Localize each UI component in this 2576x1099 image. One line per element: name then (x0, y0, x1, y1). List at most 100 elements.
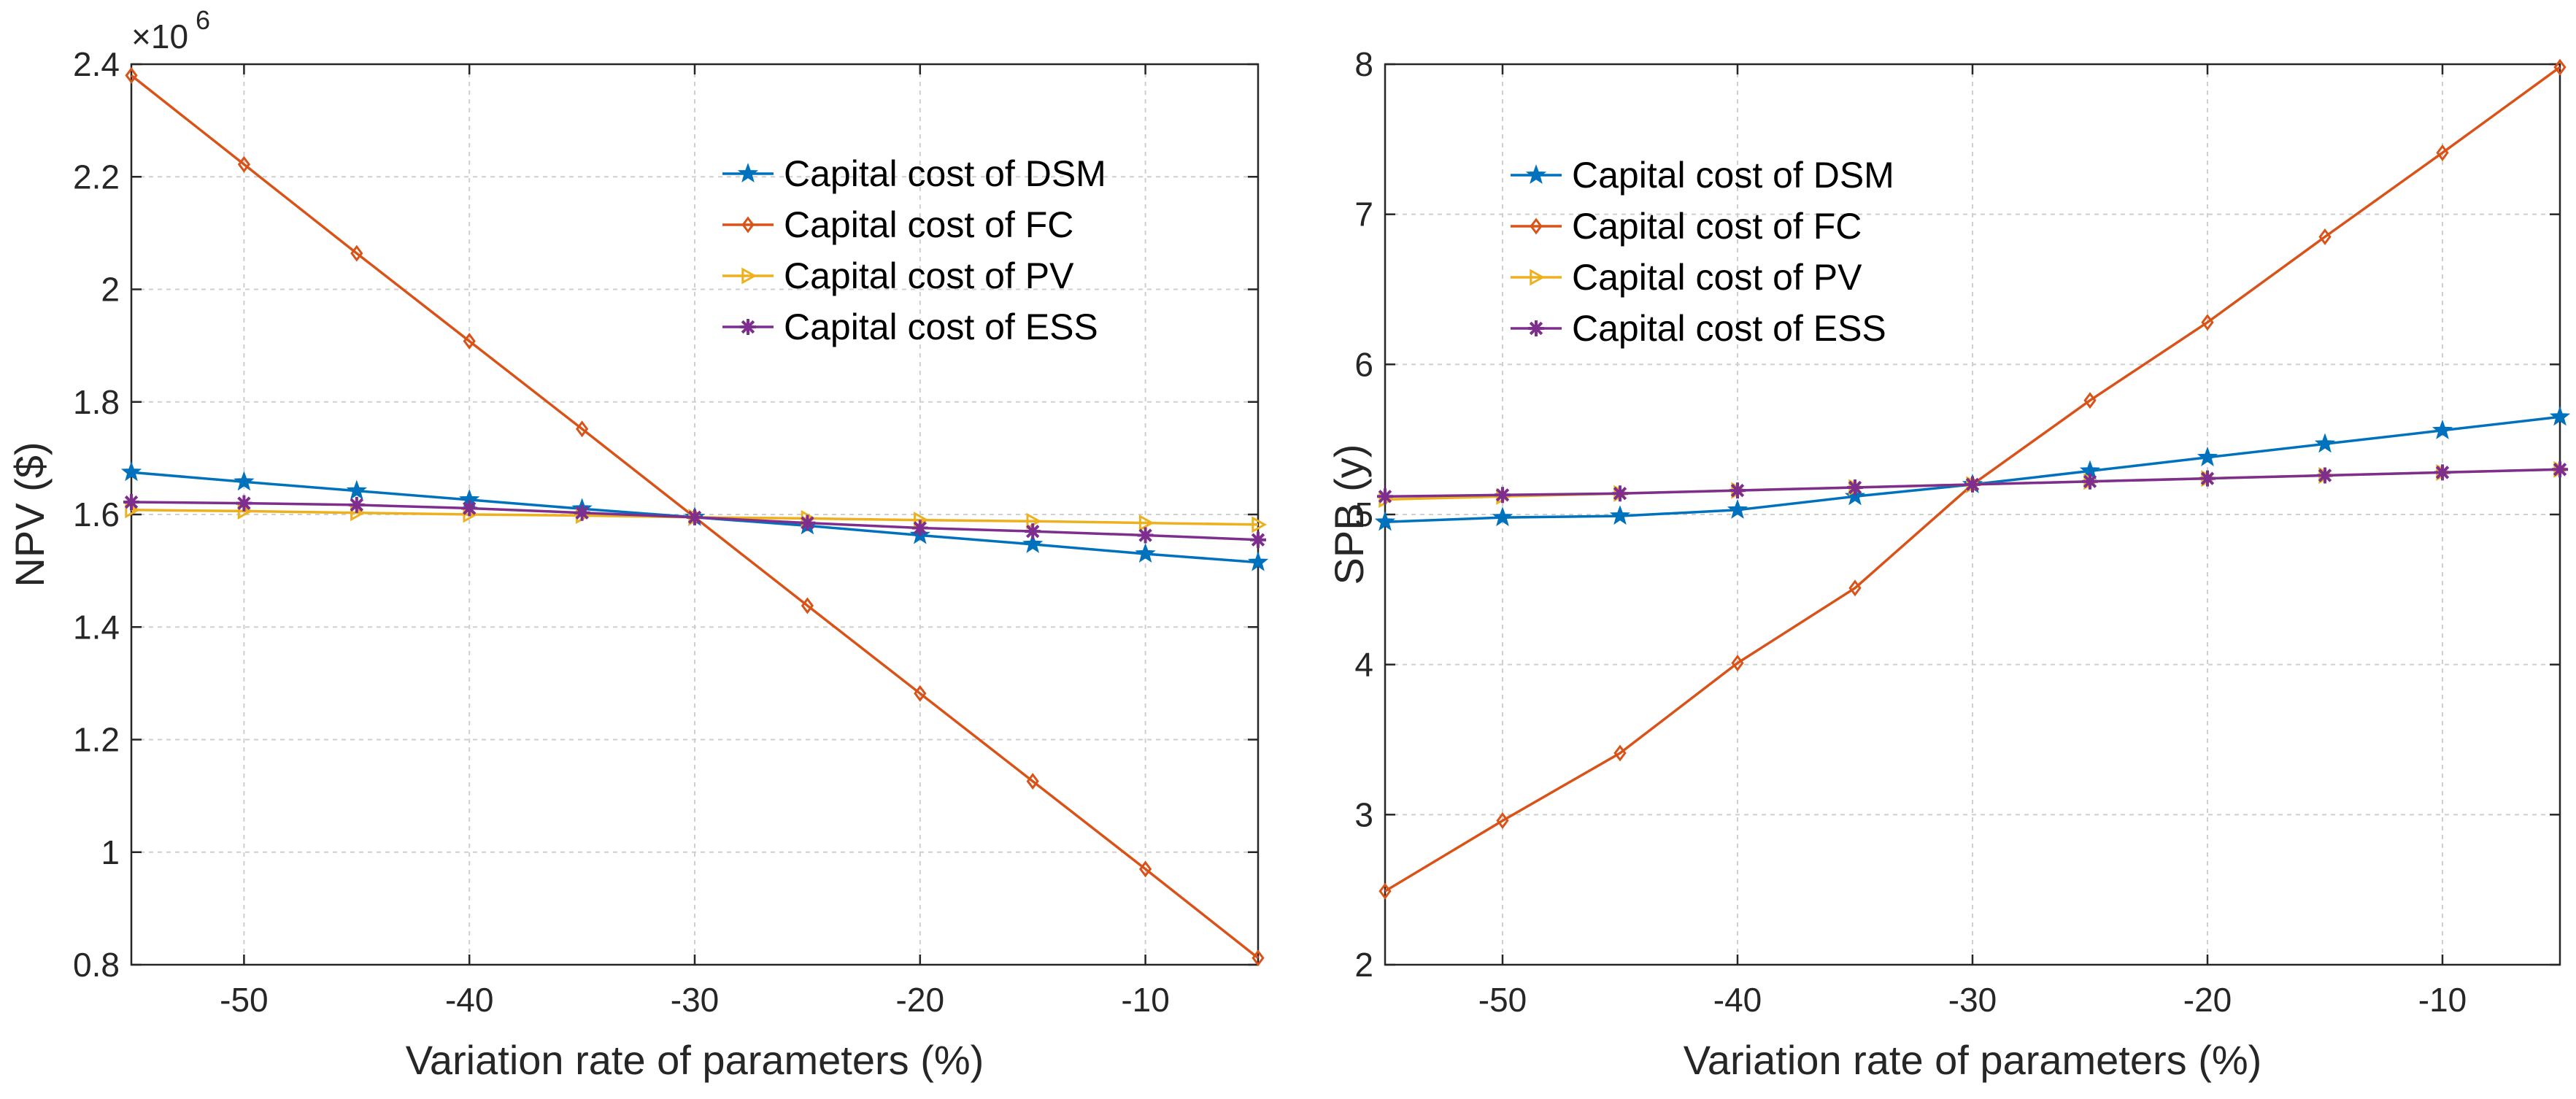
data-point (2432, 419, 2453, 439)
legend-marker (740, 319, 756, 335)
y-tick-label: 8 (1354, 45, 1373, 83)
legend: Capital cost of DSM Capital cost of FC Cap… (1511, 155, 1894, 349)
data-point (575, 420, 589, 438)
data-point (2082, 473, 2098, 490)
legend-label: Capital cost of PV (1572, 257, 1862, 298)
y-axis-label: NPV ($) (7, 441, 53, 587)
x-tick-label: -50 (1478, 981, 1527, 1019)
x-tick-label: -30 (671, 981, 719, 1019)
data-point (1026, 773, 1039, 790)
y-tick-label: 1.4 (73, 608, 120, 646)
legend-label: Capital cost of PV (784, 255, 1074, 296)
data-point (574, 504, 590, 521)
data-point (1612, 485, 1628, 502)
series-capital-cost-of-ess (123, 494, 1266, 548)
data-point (1135, 543, 1156, 563)
data-point (1847, 479, 1863, 495)
data-point (1377, 488, 1393, 505)
data-point (1496, 812, 1509, 830)
y-tick-label: 5 (1354, 495, 1373, 533)
x-tick-label: -30 (1948, 981, 1997, 1019)
data-point (2434, 464, 2450, 481)
x-tick-label: -10 (1121, 981, 1169, 1019)
y-tick-label: 1.2 (73, 721, 120, 759)
x-axis-label: Variation rate of parameters (%) (1684, 1037, 2262, 1083)
data-point (236, 495, 252, 512)
data-point (1848, 579, 1862, 597)
legend-label: Capital cost of ESS (1572, 308, 1886, 349)
data-point (1247, 551, 1269, 571)
legend-marker (741, 267, 757, 285)
x-tick-label: -20 (2183, 981, 2232, 1019)
data-point (120, 461, 142, 482)
data-point (1495, 487, 1511, 504)
x-tick-label: -40 (1713, 981, 1762, 1019)
data-point (1022, 533, 1044, 553)
data-point (2317, 467, 2333, 484)
data-point (1138, 860, 1152, 878)
legend-label: Capital cost of DSM (784, 153, 1106, 194)
y-tick-label: 6 (1354, 345, 1373, 383)
x-tick-label: -10 (2418, 981, 2467, 1019)
y-exponent-label: ×10 (131, 18, 188, 55)
y-tick-label: 0.8 (73, 946, 120, 984)
legend-label: Capital cost of FC (1572, 206, 1862, 247)
data-point (1252, 949, 1265, 967)
y-tick-label: 2 (1354, 946, 1373, 984)
legend-marker (1525, 164, 1547, 185)
data-point (123, 494, 139, 510)
data-point (914, 685, 927, 702)
y-tick-label: 1.8 (73, 383, 120, 421)
data-point (1378, 882, 1392, 900)
y-tick-label: 7 (1354, 196, 1373, 234)
y-tick-label: 1 (101, 833, 120, 871)
data-point (2197, 446, 2218, 466)
legend-label: Capital cost of FC (784, 204, 1073, 245)
data-point (2553, 58, 2567, 76)
data-point (1731, 655, 1744, 672)
data-point (1729, 482, 1746, 499)
y-tick-label: 2.4 (73, 45, 120, 83)
legend-label: Capital cost of DSM (1572, 155, 1894, 196)
legend-label: Capital cost of ESS (784, 306, 1098, 347)
y-tick-label: 1.6 (73, 495, 120, 533)
data-point (801, 597, 814, 614)
y-tick-label: 3 (1354, 795, 1373, 833)
data-point (2552, 461, 2568, 478)
data-point (1613, 744, 1627, 762)
data-point (1250, 531, 1266, 548)
legend-marker (1528, 320, 1544, 336)
data-point (1727, 498, 1748, 519)
data-point (350, 244, 363, 262)
data-point (1374, 511, 1396, 531)
x-tick-label: -20 (896, 981, 944, 1019)
data-point (1252, 516, 1268, 533)
data-point (799, 514, 816, 531)
legend-marker (741, 216, 755, 234)
data-point (2314, 433, 2336, 453)
data-point (125, 66, 138, 84)
data-point (2318, 228, 2332, 246)
data-point (2436, 144, 2449, 161)
data-point (346, 479, 367, 500)
npv-chart: -50 -40 -30 -20 -10 0.8 1 1.2 1.4 1.6 1.8 2 2.2 2.4 Va… (7, 5, 1269, 1083)
data-point (2201, 314, 2214, 331)
legend-marker (1530, 217, 1543, 235)
y-tick-label: 2.2 (73, 158, 120, 196)
data-point (2083, 392, 2097, 409)
data-point (1609, 505, 1631, 525)
data-point (1025, 523, 1041, 540)
legend: Capital cost of DSM Capital cost of FC Cap… (722, 153, 1106, 347)
y-tick-label: 4 (1354, 646, 1373, 684)
data-point (2549, 406, 2571, 426)
y-axis-label: SPB (y) (1326, 444, 1372, 585)
legend-marker (737, 163, 759, 183)
data-point (1138, 514, 1154, 532)
spb-chart: -50 -40 -30 -20 -10 2 3 4 5 6 7 8 Variation rate of … (1326, 45, 2571, 1083)
data-point (1137, 527, 1154, 544)
legend-marker (1530, 269, 1546, 286)
series-capital-cost-of-ess (1377, 461, 2568, 505)
data-point (911, 520, 928, 536)
x-tick-label: -40 (445, 981, 493, 1019)
